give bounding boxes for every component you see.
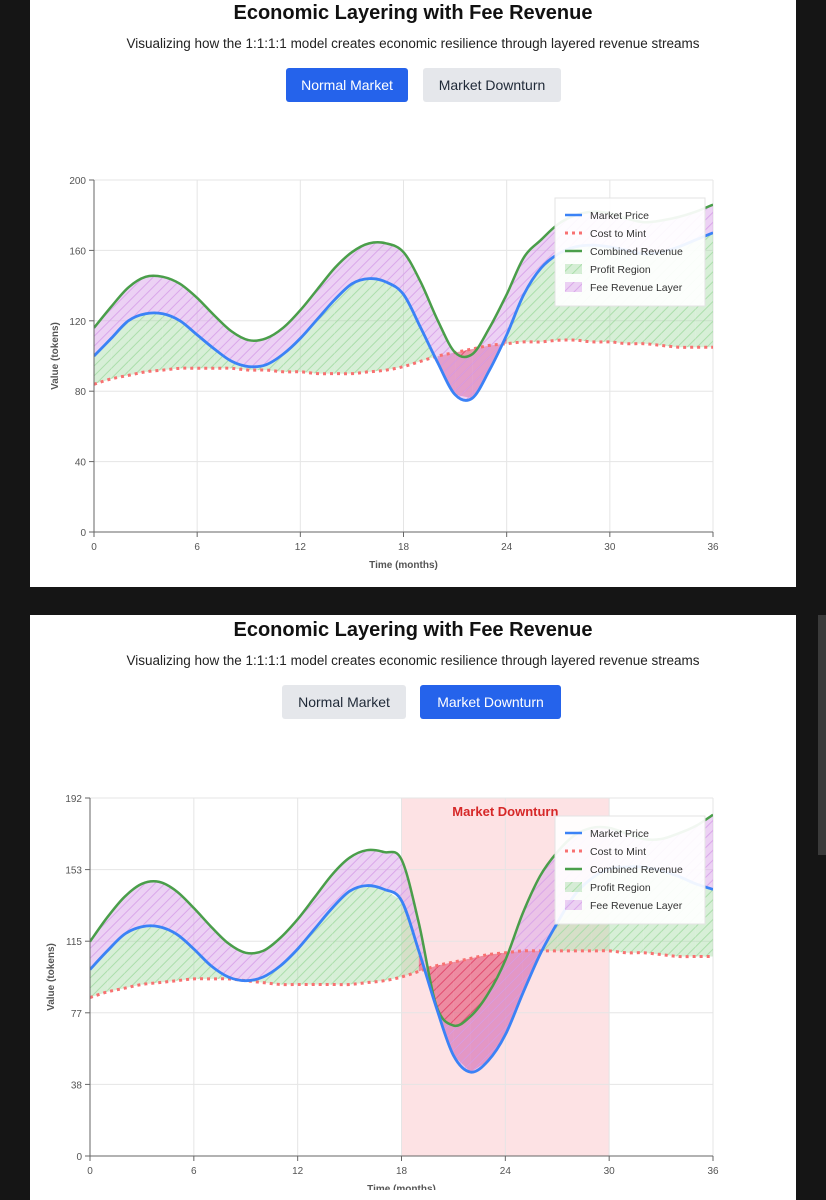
legend-label: Combined Revenue — [590, 864, 683, 876]
profit-region-segment — [141, 926, 160, 985]
legend-label: Cost to Mint — [590, 846, 646, 858]
legend-label: Fee Revenue Layer — [590, 900, 683, 912]
profit-region-segment — [349, 885, 367, 985]
profit-region-segment — [90, 950, 108, 998]
x-tick-label: 18 — [396, 1166, 408, 1177]
profit-region-segment — [197, 334, 215, 369]
legend-label: Profit Region — [590, 264, 651, 276]
legend-swatch — [565, 282, 582, 292]
y-tick-label: 115 — [66, 937, 82, 948]
x-tick-label: 36 — [707, 542, 719, 553]
profit-region-segment — [145, 313, 163, 372]
x-tick-label: 24 — [501, 542, 513, 553]
profit-region-segment — [541, 253, 559, 342]
chart-panel-normal: Economic Layering with Fee Revenue Visua… — [30, 0, 796, 587]
page-title: Economic Layering with Fee Revenue — [233, 619, 593, 641]
x-tick-label: 36 — [707, 1166, 719, 1177]
legend-swatch — [565, 900, 582, 910]
x-axis-label: Time (months) — [367, 1184, 436, 1190]
normal-market-button[interactable]: Normal Market — [282, 685, 406, 719]
x-tick-label: 30 — [604, 1166, 616, 1177]
y-tick-label: 160 — [69, 246, 86, 257]
profit-region-segment — [332, 891, 350, 985]
profit-region-segment — [300, 319, 318, 374]
legend-swatch — [565, 882, 582, 892]
market-downturn-button[interactable]: Market Downturn — [423, 68, 561, 102]
x-tick-label: 24 — [500, 1166, 512, 1177]
cost-to-mint-line — [90, 949, 713, 999]
y-tick-label: 120 — [69, 317, 86, 328]
profit-region-segment — [314, 908, 333, 985]
profit-region-segment — [283, 338, 301, 372]
x-tick-label: 12 — [295, 542, 307, 553]
downturn-annotation: Market Downturn — [452, 804, 558, 819]
legend-label: Combined Revenue — [590, 246, 683, 258]
profit-region-segment — [162, 313, 180, 371]
profit-region-segment — [401, 900, 419, 977]
profit-region-segment — [124, 926, 142, 989]
economic-layering-chart-normal: 0 40 80 120 160 200 0 6 12 18 24 30 36 Time (months) V… — [50, 176, 719, 571]
legend-swatch — [565, 264, 582, 274]
page-subtitle: Visualizing how the 1:1:1:1 model create… — [126, 653, 700, 668]
profit-region-segment — [366, 885, 385, 983]
profit-region-segment — [384, 889, 402, 981]
y-tick-label: 0 — [76, 1152, 82, 1163]
y-tick-label: 153 — [65, 866, 82, 877]
y-tick-label: 200 — [69, 176, 86, 187]
page-subtitle: Visualizing how the 1:1:1:1 model create… — [126, 36, 700, 51]
legend-label: Fee Revenue Layer — [590, 282, 683, 294]
legend-label: Market Price — [590, 210, 649, 222]
profit-region-segment — [94, 338, 112, 385]
profit-region-segment — [403, 294, 421, 367]
x-tick-label: 0 — [87, 1166, 93, 1177]
profit-region-segment — [193, 949, 212, 979]
y-tick-label: 77 — [71, 1009, 83, 1020]
y-tick-label: 40 — [75, 458, 87, 469]
profit-region-segment — [159, 926, 177, 983]
y-axis-label: Value (tokens) — [46, 943, 57, 1011]
x-tick-label: 0 — [91, 542, 97, 553]
economic-layering-chart-downturn: 0 38 77 115 153 192 0 6 12 18 24 30 36 Time (months) V… — [46, 794, 719, 1190]
x-tick-label: 6 — [191, 1166, 197, 1177]
profit-region-segment — [351, 278, 370, 374]
x-axis-label: Time (months) — [369, 560, 438, 571]
profit-region-segment — [317, 299, 335, 374]
y-tick-label: 192 — [65, 794, 82, 805]
chart-legend: Market Price Cost to Mint Combined Revenue… — [554, 197, 706, 307]
profit-region-segment — [334, 283, 352, 374]
profit-region-segment — [386, 282, 404, 371]
profit-region-segment — [128, 313, 146, 376]
market-downturn-button[interactable]: Market Downturn — [420, 685, 561, 719]
x-tick-label: 12 — [292, 1166, 304, 1177]
chart-legend: Market Price Cost to Mint Combined Revenue… — [554, 815, 706, 925]
normal-market-button[interactable]: Normal Market — [286, 68, 408, 102]
profit-region-segment — [523, 268, 542, 342]
profit-region-segment — [280, 949, 298, 985]
y-tick-label: 0 — [80, 528, 86, 539]
profit-region-segment — [369, 278, 387, 372]
page-title: Economic Layering with Fee Revenue — [233, 2, 593, 24]
legend-label: Cost to Mint — [590, 228, 646, 240]
profit-region-segment — [297, 928, 315, 985]
y-axis-label: Value (tokens) — [50, 322, 61, 390]
scrollbar-track[interactable] — [818, 615, 826, 855]
x-tick-label: 18 — [398, 542, 410, 553]
y-tick-label: 80 — [75, 387, 87, 398]
legend-label: Profit Region — [590, 882, 651, 894]
chart-panel-downturn: Economic Layering with Fee Revenue Visua… — [30, 615, 796, 1200]
profit-region-segment — [107, 934, 125, 992]
legend-label: Market Price — [590, 828, 649, 840]
y-tick-label: 38 — [71, 1080, 83, 1091]
x-tick-label: 30 — [604, 542, 616, 553]
x-tick-label: 6 — [194, 542, 200, 553]
